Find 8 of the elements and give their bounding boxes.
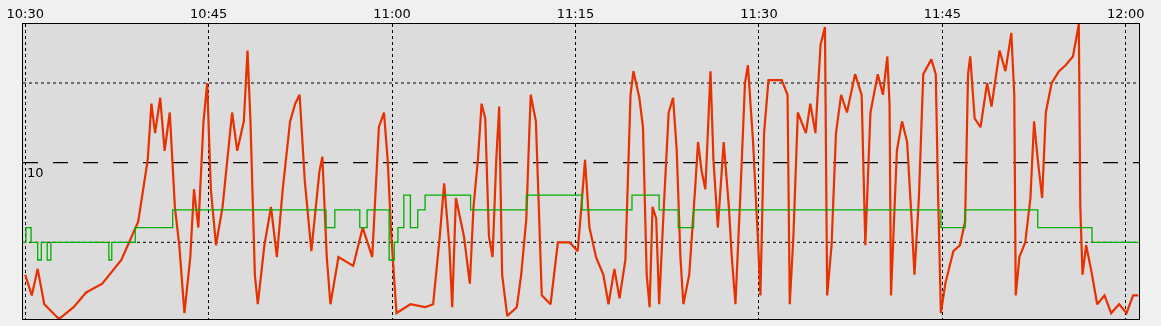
annotation: 10	[27, 165, 44, 180]
x-tick-label: 10:45	[189, 5, 228, 21]
x-tick-label: 11:45	[923, 5, 962, 21]
x-tick-label: 11:15	[556, 5, 595, 21]
x-tick-label: 11:00	[373, 5, 411, 21]
x-tick-label: 12:00	[1107, 5, 1145, 21]
x-tick-label: 11:30	[740, 5, 778, 21]
x-tick-label: 10:30	[6, 5, 44, 21]
